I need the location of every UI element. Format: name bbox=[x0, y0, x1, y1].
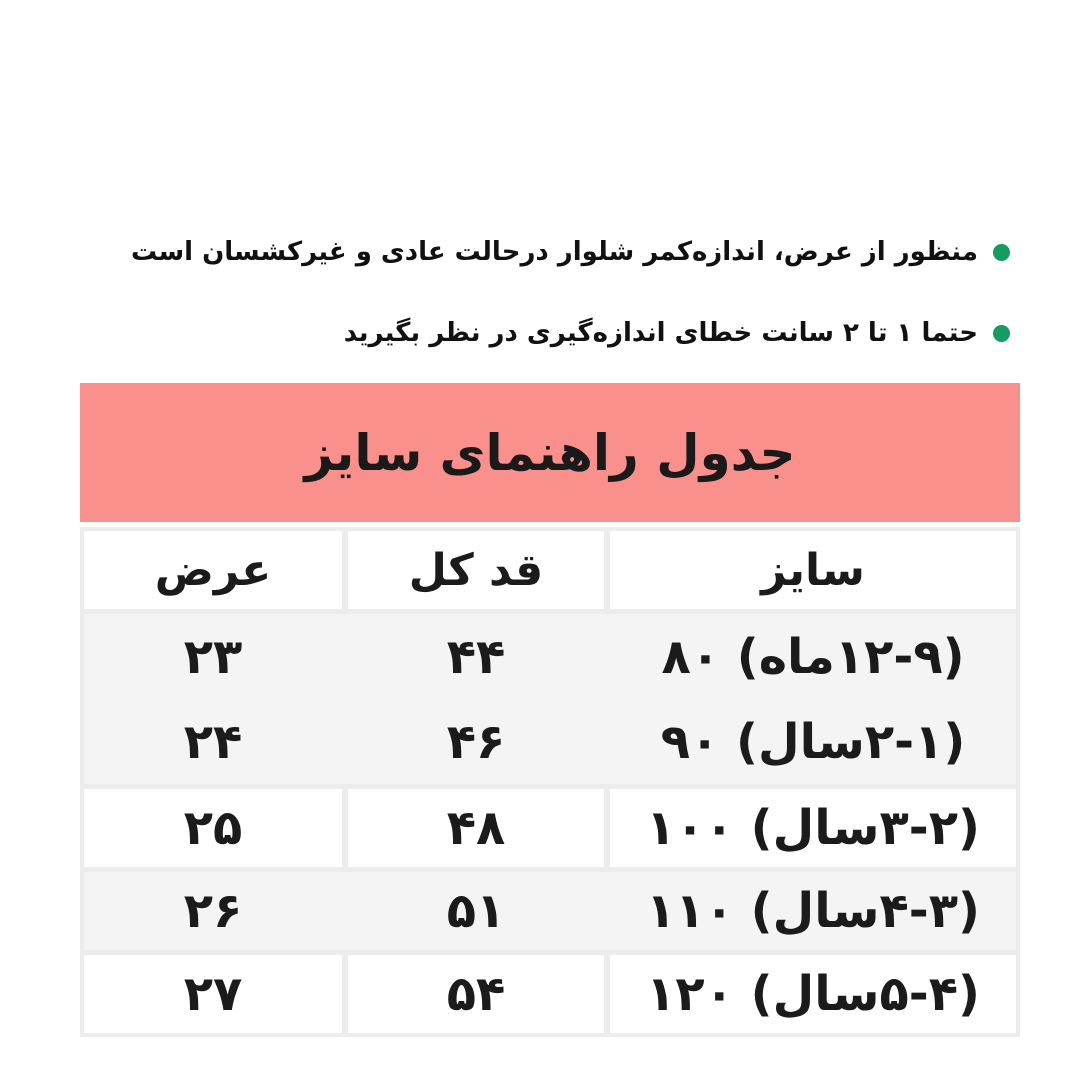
column-header-length: قد کل bbox=[348, 531, 604, 609]
cell-width: ۲۳ bbox=[183, 628, 243, 685]
cell-length: ۴۶ bbox=[446, 713, 506, 770]
column-header-width: عرض bbox=[84, 531, 342, 609]
table-row: (۲-۱سال) ۹۰ ۴۶ ۲۴ bbox=[84, 699, 1016, 784]
cell-length: ۴۸ bbox=[348, 789, 604, 867]
table-header-row: سایز قد کل عرض bbox=[84, 531, 1016, 609]
size-table-title: جدول راهنمای سایز bbox=[304, 423, 796, 482]
measurement-note-tolerance: حتما ۱ تا ۲ سانت خطای اندازه‌گیری در نظر… bbox=[344, 314, 1010, 352]
table-row: (۳-۲سال) ۱۰۰ ۴۸ ۲۵ bbox=[84, 789, 1016, 867]
cell-width: ۲۵ bbox=[84, 789, 342, 867]
measurement-note-width: منظور از عرض، اندازه‌کمر شلوار درحالت عا… bbox=[131, 233, 1010, 271]
table-row: (۱۲-۹ماه) ۸۰ ۴۴ ۲۳ bbox=[84, 614, 1016, 699]
cell-width: ۲۴ bbox=[183, 713, 243, 770]
cell-length: ۵۴ bbox=[348, 955, 604, 1033]
cell-length: ۴۴ bbox=[446, 628, 506, 685]
green-bullet-icon bbox=[993, 324, 1010, 342]
cell-size: (۵-۴سال) ۱۲۰ bbox=[610, 955, 1016, 1033]
size-table-banner: جدول راهنمای سایز bbox=[80, 383, 1020, 522]
cell-size: (۲-۱سال) ۹۰ bbox=[660, 713, 966, 770]
green-bullet-icon bbox=[993, 243, 1010, 261]
size-guide-table: سایز قد کل عرض (۱۲-۹ماه) ۸۰ ۴۴ ۲۳ (۲-۱سا… bbox=[80, 527, 1020, 1037]
cell-width: ۲۶ bbox=[183, 883, 243, 939]
table-row-band: (۱۲-۹ماه) ۸۰ ۴۴ ۲۳ (۲-۱سال) ۹۰ ۴۶ ۲۴ bbox=[84, 614, 1016, 784]
table-row: (۵-۴سال) ۱۲۰ ۵۴ ۲۷ bbox=[84, 955, 1016, 1033]
column-header-size: سایز bbox=[610, 531, 1016, 609]
note-text: منظور از عرض، اندازه‌کمر شلوار درحالت عا… bbox=[131, 237, 978, 267]
cell-size: (۴-۳سال) ۱۱۰ bbox=[646, 883, 980, 939]
cell-length: ۵۱ bbox=[446, 883, 506, 939]
note-text: حتما ۱ تا ۲ سانت خطای اندازه‌گیری در نظر… bbox=[343, 318, 978, 348]
table-row: (۴-۳سال) ۱۱۰ ۵۱ ۲۶ bbox=[84, 872, 1016, 950]
cell-size: (۳-۲سال) ۱۰۰ bbox=[610, 789, 1016, 867]
cell-width: ۲۷ bbox=[84, 955, 342, 1033]
cell-size: (۱۲-۹ماه) ۸۰ bbox=[661, 628, 965, 685]
